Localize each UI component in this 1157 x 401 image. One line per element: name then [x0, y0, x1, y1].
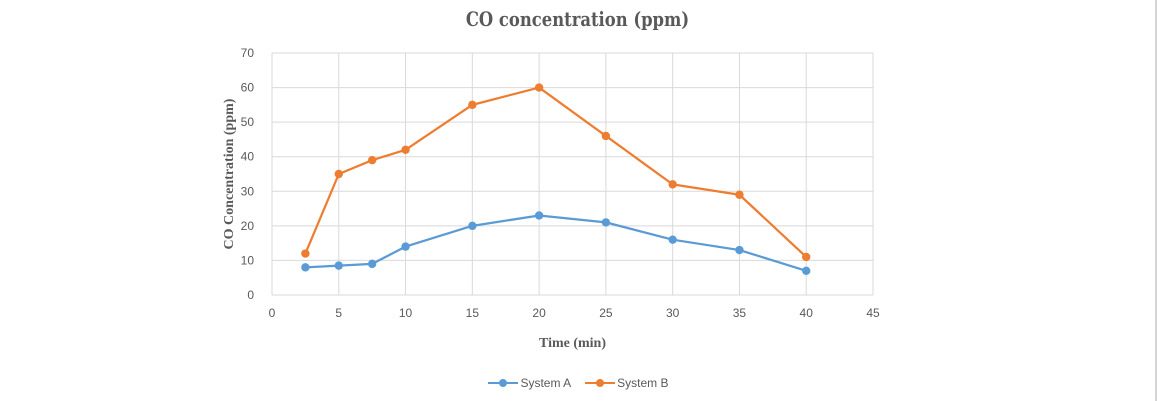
series-system-b: [301, 83, 811, 262]
data-point: [802, 266, 811, 275]
y-tick-label: 40: [241, 150, 255, 164]
x-tick-label: 10: [399, 306, 413, 320]
y-tick-label: 60: [241, 81, 255, 95]
data-point: [401, 242, 410, 251]
data-point: [401, 145, 410, 154]
data-point: [601, 218, 611, 227]
data-point: [802, 252, 811, 262]
x-tick-label: 40: [800, 306, 814, 320]
legend-line-marker-icon: [585, 378, 616, 388]
legend-label: System A: [520, 376, 572, 390]
x-axis-title: Time (min): [539, 336, 606, 351]
y-tick-label: 20: [241, 219, 255, 233]
legend-label: System B: [617, 376, 669, 390]
data-point: [367, 155, 377, 165]
x-tick-label: 20: [532, 306, 546, 320]
x-tick-label: 30: [666, 306, 680, 320]
tick-labels: 0 10 20 30 40 50 60 70 0 5 10 15 20 25 30 35 40 45: [241, 46, 880, 320]
data-point: [367, 259, 377, 269]
series-line: [305, 214, 807, 272]
gridlines: [271, 52, 874, 296]
series-system-a: [301, 211, 811, 275]
data-point: [301, 263, 310, 272]
x-tick-label: 25: [599, 306, 613, 320]
x-tick-label: 0: [269, 306, 276, 320]
data-point: [301, 249, 310, 258]
y-tick-label: 70: [241, 46, 255, 60]
legend: System A System B: [0, 376, 1157, 390]
data-point: [534, 211, 544, 220]
data-point: [334, 169, 343, 179]
x-tick-label: 5: [335, 306, 342, 320]
data-point: [735, 245, 744, 255]
y-tick-label: 50: [241, 115, 255, 129]
data-point: [668, 235, 677, 244]
x-tick-label: 15: [466, 306, 480, 320]
data-point: [735, 190, 744, 199]
data-point: [534, 83, 544, 92]
x-tick-label: 45: [866, 306, 880, 320]
data-point: [668, 180, 677, 189]
y-tick-label: 10: [241, 253, 255, 267]
x-tick-label: 35: [733, 306, 747, 320]
data-point: [468, 100, 477, 110]
data-point: [334, 261, 343, 270]
data-point: [601, 131, 611, 141]
y-axis-title: CO Concentration (ppm): [222, 98, 237, 249]
series: [301, 83, 811, 275]
chart-title: CO concentration (ppm): [465, 7, 690, 31]
legend-line-marker-icon: [488, 378, 519, 388]
legend-item: System A: [488, 376, 571, 390]
y-tick-label: 30: [241, 184, 255, 198]
legend-item: System B: [585, 376, 669, 390]
data-point: [468, 221, 477, 231]
series-line: [304, 86, 807, 258]
y-tick-label: 0: [247, 288, 254, 302]
